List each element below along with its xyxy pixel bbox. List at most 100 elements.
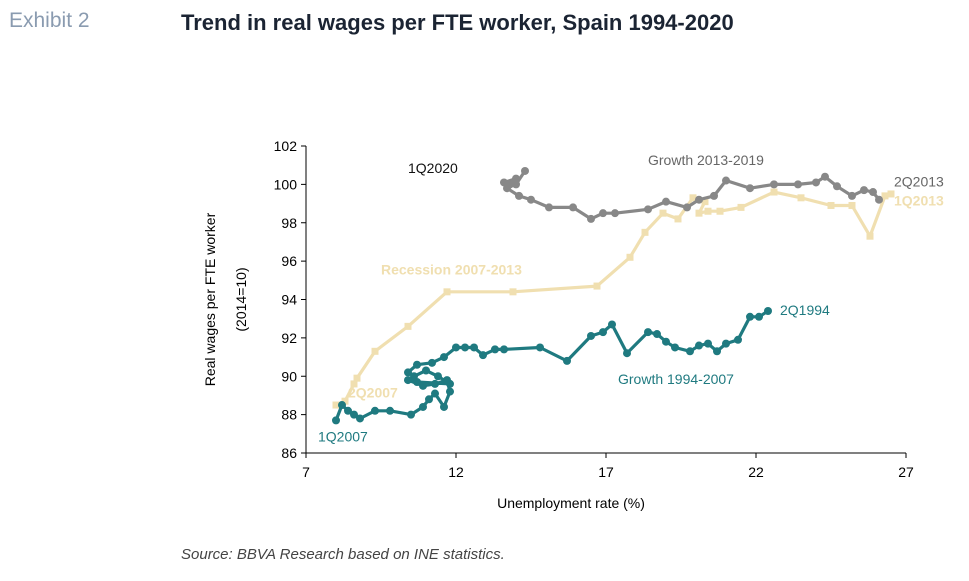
x-tick-label: 22 — [748, 464, 764, 480]
data-point-recession_2007_2013 — [353, 374, 361, 382]
series-line-growth_1994_2007 — [334, 309, 770, 422]
data-point-growth_2013_2019 — [587, 214, 595, 223]
data-point-growth_1994_2007 — [479, 351, 487, 360]
annotation-q1-2007-label: 1Q2007 — [318, 428, 368, 444]
data-point-growth_2013_2019 — [515, 191, 523, 200]
data-point-growth_2013_2019 — [833, 182, 841, 191]
data-point-recession_2007_2013 — [341, 397, 349, 405]
data-point-growth_1994_2007 — [662, 337, 670, 346]
data-point-recession_2007_2013 — [881, 192, 889, 200]
y-axis-label-unit: (2014=10) — [233, 267, 249, 331]
y-tick-label: 96 — [281, 253, 297, 269]
data-point-recession_2007_2013 — [827, 201, 835, 209]
data-point-recession_2007_2013 — [701, 198, 709, 206]
annotation-q1994-label: 2Q1994 — [780, 302, 830, 318]
data-point-recession_2007_2013 — [371, 347, 379, 355]
data-point-growth_2013_2019 — [611, 209, 619, 218]
y-tick-label: 100 — [274, 176, 298, 192]
y-tick-label: 90 — [281, 368, 297, 384]
annotation-q1-2013-label: 1Q2013 — [894, 192, 944, 208]
data-point-growth_1994_2007 — [671, 343, 679, 352]
data-point-recession_2007_2013 — [404, 322, 412, 330]
data-point-growth_1994_2007 — [764, 307, 772, 316]
data-point-growth_1994_2007 — [644, 328, 652, 337]
data-point-growth_1994_2007 — [350, 410, 358, 419]
y-axis-label: Real wages per FTE worker — [202, 212, 218, 386]
data-point-recession_2007_2013 — [887, 190, 895, 198]
data-point-recession_2007_2013 — [626, 253, 634, 261]
data-point-growth_1994_2007 — [413, 378, 421, 387]
data-point-growth_1994_2007 — [623, 349, 631, 358]
data-point-growth_1994_2007 — [425, 395, 433, 404]
data-point-growth_1994_2007 — [440, 402, 448, 411]
data-point-growth_1994_2007 — [722, 339, 730, 348]
annotation-recession-label: Recession 2007-2013 — [381, 262, 522, 278]
data-point-growth_2013_2019 — [521, 166, 529, 175]
data-point-recession_2007_2013 — [443, 288, 451, 296]
data-point-growth_2013_2019 — [770, 180, 778, 189]
data-point-growth_1994_2007 — [653, 330, 661, 339]
annotation-growth-1994-2007-label: Growth 1994-2007 — [618, 371, 734, 387]
annotation-q2-2013-label: 2Q2013 — [894, 173, 944, 189]
data-point-growth_2013_2019 — [569, 203, 577, 212]
data-point-growth_2013_2019 — [527, 195, 535, 204]
data-point-growth_1994_2007 — [686, 347, 694, 356]
data-point-growth_2013_2019 — [512, 180, 520, 189]
data-point-growth_1994_2007 — [746, 312, 754, 321]
data-point-growth_1994_2007 — [446, 387, 454, 396]
data-point-growth_1994_2007 — [704, 339, 712, 348]
data-point-growth_2013_2019 — [860, 186, 868, 195]
data-point-recession_2007_2013 — [866, 232, 874, 240]
data-point-recession_2007_2013 — [695, 209, 703, 217]
data-point-growth_1994_2007 — [734, 335, 742, 344]
data-point-growth_1994_2007 — [419, 402, 427, 411]
data-point-growth_1994_2007 — [470, 343, 478, 352]
data-point-growth_1994_2007 — [500, 345, 508, 354]
annotation-q1-2020-label: 1Q2020 — [408, 160, 458, 176]
data-point-growth_1994_2007 — [755, 312, 763, 321]
data-point-recession_2007_2013 — [716, 207, 724, 215]
y-tick-label: 86 — [281, 445, 297, 461]
x-tick-label: 7 — [302, 464, 310, 480]
data-point-recession_2007_2013 — [704, 207, 712, 215]
data-point-growth_2013_2019 — [794, 180, 802, 189]
data-point-growth_2013_2019 — [869, 188, 877, 197]
data-point-growth_1994_2007 — [536, 343, 544, 352]
y-tick-label: 88 — [281, 407, 297, 423]
data-point-growth_2013_2019 — [710, 191, 718, 200]
data-point-recession_2007_2013 — [848, 201, 856, 209]
data-point-growth_1994_2007 — [371, 406, 379, 415]
data-point-growth_2013_2019 — [695, 195, 703, 204]
data-point-recession_2007_2013 — [509, 288, 517, 296]
data-point-growth_1994_2007 — [440, 353, 448, 362]
data-point-growth_1994_2007 — [428, 358, 436, 367]
data-point-growth_1994_2007 — [587, 331, 595, 340]
data-point-growth_1994_2007 — [332, 416, 340, 425]
data-point-growth_1994_2007 — [413, 360, 421, 369]
data-point-recession_2007_2013 — [332, 401, 340, 409]
data-point-growth_1994_2007 — [434, 372, 442, 381]
data-point-growth_2013_2019 — [848, 191, 856, 200]
data-point-growth_2013_2019 — [746, 184, 754, 193]
data-point-growth_2013_2019 — [683, 203, 691, 212]
data-point-growth_1994_2007 — [443, 376, 451, 385]
data-point-growth_1994_2007 — [422, 366, 430, 375]
data-point-growth_1994_2007 — [461, 343, 469, 352]
data-point-growth_1994_2007 — [491, 345, 499, 354]
data-point-growth_2013_2019 — [599, 209, 607, 218]
x-tick-label: 12 — [448, 464, 464, 480]
data-point-growth_1994_2007 — [404, 376, 412, 385]
data-point-recession_2007_2013 — [641, 228, 649, 236]
data-point-recession_2007_2013 — [659, 209, 667, 217]
annotation-q2-2007-label: 2Q2007 — [348, 384, 398, 400]
y-tick-label: 98 — [281, 215, 297, 231]
data-point-recession_2007_2013 — [350, 380, 358, 388]
y-tick-label: 92 — [281, 330, 297, 346]
data-point-growth_2013_2019 — [812, 178, 820, 187]
data-point-growth_1994_2007 — [407, 410, 415, 419]
data-point-recession_2007_2013 — [593, 282, 601, 290]
data-point-recession_2007_2013 — [770, 188, 778, 196]
data-point-growth_2013_2019 — [821, 172, 829, 181]
y-tick-label: 102 — [274, 138, 298, 154]
